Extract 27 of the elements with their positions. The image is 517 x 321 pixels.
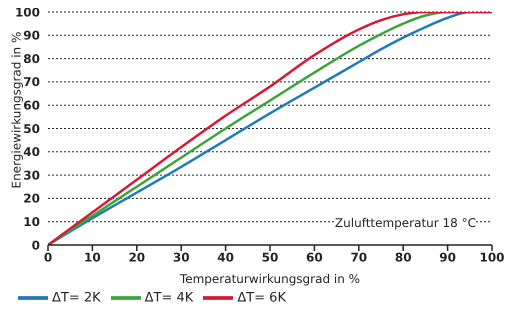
y-tick-label: 10 xyxy=(23,214,40,229)
x-axis-title: Temperaturwirkungsgrad in % xyxy=(178,272,360,286)
y-tick-label: 0 xyxy=(32,238,40,252)
x-tick-label: 0 xyxy=(44,250,52,265)
x-tick-label: 40 xyxy=(217,250,234,265)
legend-label: ΔT= 6K xyxy=(237,290,286,306)
x-tick-label: 90 xyxy=(439,250,456,265)
y-tick-label: 60 xyxy=(23,98,40,112)
legend-label: ΔT= 4K xyxy=(144,290,194,306)
x-tick-label: 10 xyxy=(84,250,101,265)
x-tick-label: 70 xyxy=(350,250,368,265)
y-tick-label: 80 xyxy=(23,52,40,66)
x-tick-label: 20 xyxy=(128,250,146,265)
y-axis-title: Energiewirkungsgrad in % xyxy=(9,32,24,188)
y-tick-label: 30 xyxy=(23,168,40,182)
x-tick-label: 50 xyxy=(262,250,278,265)
x-tick-label: 60 xyxy=(306,250,323,265)
y-tick-label: 20 xyxy=(23,192,40,206)
y-tick-label: 90 xyxy=(23,28,40,43)
x-tick-label: 100 xyxy=(479,250,505,265)
y-tick-label: 50 xyxy=(23,122,40,136)
x-tick-label: 80 xyxy=(394,250,412,265)
legend-label: ΔT= 2K xyxy=(52,290,101,306)
x-tick-label: 30 xyxy=(172,250,190,265)
y-tick-label: 70 xyxy=(23,75,40,90)
y-tick-label: 40 xyxy=(23,145,40,160)
annotation: Zulufttemperatur 18 °C xyxy=(334,216,476,230)
